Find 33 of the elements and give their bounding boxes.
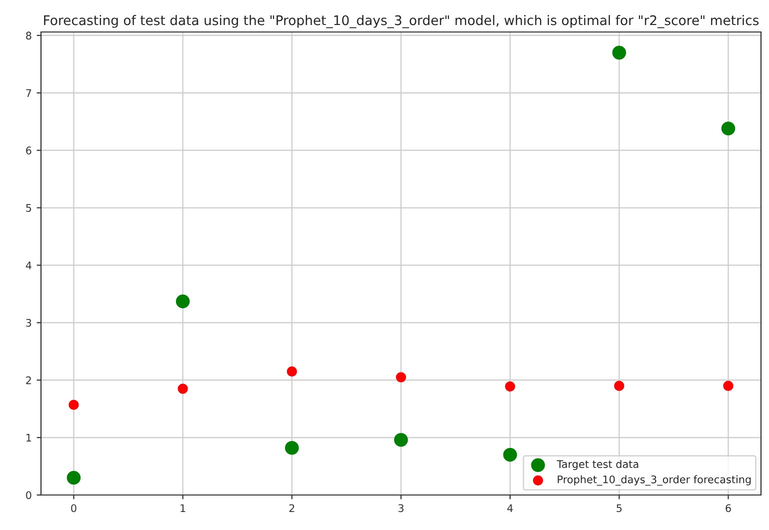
point — [612, 46, 626, 60]
y-tick-label: 0 — [26, 491, 32, 500]
y-tick-label: 3 — [26, 318, 32, 327]
x-tick-label: 5 — [616, 504, 622, 512]
x-tick-label: 6 — [726, 504, 731, 512]
y-tick-label: 6 — [26, 146, 32, 154]
point — [394, 432, 408, 447]
y-tick-label: 4 — [26, 262, 32, 270]
y-tick-label: 2 — [26, 376, 31, 384]
point — [505, 381, 516, 392]
y-tick-label: 8 — [26, 32, 32, 40]
x-tick-label: 4 — [507, 504, 513, 512]
x-tick-label: 3 — [398, 504, 404, 512]
point — [396, 372, 406, 382]
point — [614, 380, 624, 391]
point — [66, 470, 81, 485]
point — [503, 448, 517, 462]
y-tick-label: 5 — [26, 204, 32, 212]
x-tick-label: 1 — [180, 504, 186, 512]
point — [68, 400, 79, 410]
legend-label: Target test data — [556, 460, 638, 470]
chart-title: Forecasting of test data using the "Prophet_10_days_3_order" model, which is optimal for "r2_score" metrics — [44, 15, 759, 28]
y-tick-label: 1 — [26, 434, 32, 442]
point — [176, 294, 190, 308]
y-tick-label: 7 — [26, 89, 32, 97]
point — [286, 366, 297, 377]
x-tick-label: 0 — [71, 504, 76, 512]
point — [721, 122, 736, 136]
point — [178, 384, 188, 394]
point — [723, 380, 734, 391]
x-tick-label: 2 — [289, 504, 294, 512]
legend-label: Prophet_10_days_3_order forecasting — [558, 475, 751, 486]
point — [285, 440, 299, 455]
